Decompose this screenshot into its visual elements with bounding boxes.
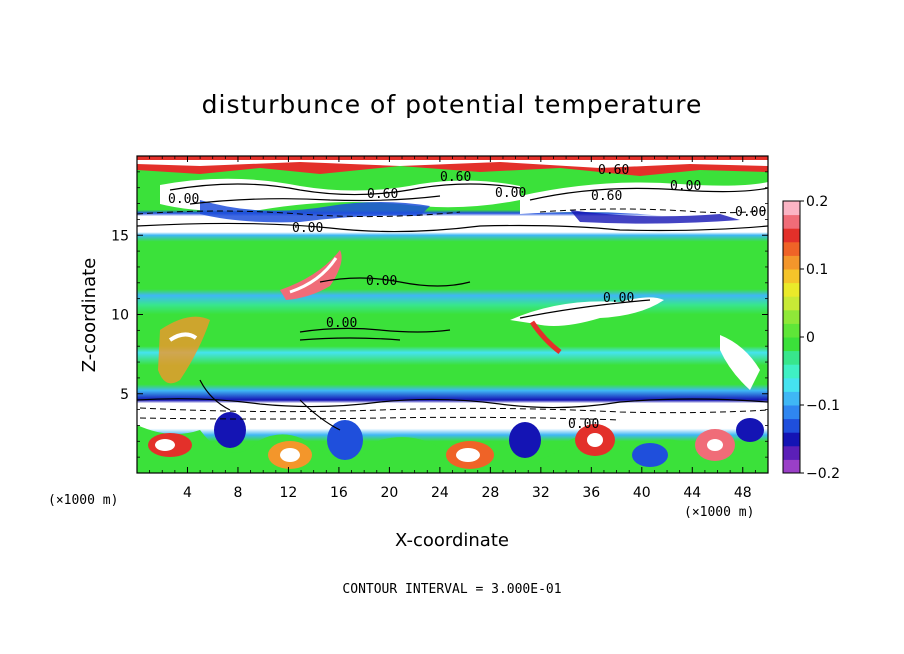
x-tick-label: 4 [183, 485, 192, 501]
x-tick-label: 24 [431, 485, 449, 501]
contour-label: 0.00 [168, 192, 199, 207]
y-tick-label: 15 [111, 228, 129, 244]
x-axis-label: X-coordinate [395, 530, 509, 551]
colorbar-segment [783, 364, 800, 379]
contour-interval-note: CONTOUR INTERVAL = 3.000E-01 [342, 582, 561, 597]
colorbar-segment [783, 391, 800, 406]
colorbar-segment [783, 309, 800, 324]
colorbar-tick-label: 0 [806, 330, 815, 346]
x-tick-label: 48 [734, 485, 752, 501]
x-tick-label: 32 [532, 485, 550, 501]
y-axis-ticks: 5 10 15 [111, 171, 768, 458]
x-tick-label: 40 [633, 485, 651, 501]
colorbar-segment [783, 296, 800, 311]
colorbar-segment [783, 255, 800, 270]
x-tick-label: 12 [280, 485, 298, 501]
colorbar-tick-label: −0.2 [806, 466, 840, 482]
colorbar-segment [783, 282, 800, 297]
colorbar-segment [783, 350, 800, 365]
colorbar-segment [783, 459, 800, 474]
x-tick-label: 36 [582, 485, 600, 501]
colorbar-segment [783, 323, 800, 338]
colorbar-segment [783, 269, 800, 284]
contour-label: 0.00 [603, 291, 634, 306]
x-unit-label: (×1000 m) [684, 505, 754, 520]
z-unit-label: (×1000 m) [48, 493, 118, 508]
colorbar-segment [783, 201, 800, 216]
x-axis-ticks: 4 8 12 16 20 24 28 32 36 40 44 48 [149, 156, 756, 501]
colorbar-segment [783, 337, 800, 352]
contour-label: 0.00 [495, 186, 526, 201]
colorbar-segment [783, 418, 800, 433]
y-tick-label: 5 [120, 387, 129, 403]
chart-title: disturbunce of potential temperature [202, 90, 703, 119]
heatmap-field [137, 156, 768, 473]
colorbar-segment [783, 432, 800, 447]
colorbar [782, 200, 801, 474]
x-tick-label: 28 [481, 485, 499, 501]
contour-label: 0.00 [735, 205, 766, 220]
colorbar-segment [783, 405, 800, 420]
contour-label: 0.60 [367, 187, 398, 202]
contour-label: 0.60 [591, 189, 622, 204]
x-tick-label: 16 [330, 485, 348, 501]
colorbar-segment [783, 214, 800, 229]
contour-label: 0.60 [440, 170, 471, 185]
contour-label: 0.00 [292, 221, 323, 236]
y-axis-label: Z-coordinate [79, 258, 100, 373]
colorbar-segment [783, 241, 800, 256]
contour-labels: 0.60 0.60 0.60 0.60 0.00 0.00 0.00 0.00 … [168, 163, 766, 432]
colorbar-segment [783, 377, 800, 392]
contour-label: 0.00 [366, 274, 397, 289]
x-tick-label: 44 [683, 485, 701, 501]
colorbar-tick-label: 0.1 [806, 262, 828, 278]
contour-label: 0.00 [568, 417, 599, 432]
contour-label: 0.60 [598, 163, 629, 178]
x-tick-label: 8 [233, 485, 242, 501]
y-tick-label: 10 [111, 308, 129, 324]
colorbar-tick-label: 0.2 [806, 194, 828, 210]
contour-label: 0.00 [670, 179, 701, 194]
x-tick-label: 20 [380, 485, 398, 501]
contour-label: 0.00 [326, 316, 357, 331]
colorbar-segment [783, 445, 800, 460]
colorbar-segment [783, 228, 800, 243]
colorbar-ticks: 0.2 0.1 0 −0.1 −0.2 [800, 194, 840, 482]
colorbar-tick-label: −0.1 [806, 398, 840, 414]
